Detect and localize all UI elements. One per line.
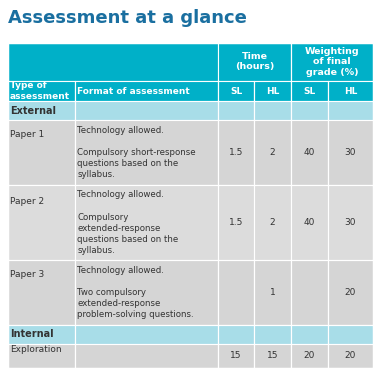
Bar [218,260,254,325]
Bar [291,102,328,121]
Bar [291,260,328,325]
Text: Technology allowed.

Compulsory short-response
questions based on the
syllabus.: Technology allowed. Compulsory short-res… [77,126,196,179]
Text: Assessment at a glance: Assessment at a glance [8,9,247,27]
Text: Type of
assessment: Type of assessment [10,81,70,101]
Text: 40: 40 [303,148,315,157]
Text: HL: HL [344,87,357,96]
Bar [218,325,254,344]
Bar [8,81,75,102]
Bar [291,344,328,368]
Bar [218,43,291,81]
Text: Weighting
of final
grade (%): Weighting of final grade (%) [305,47,359,77]
Bar [291,81,328,102]
Bar [291,325,328,344]
Text: Format of assessment: Format of assessment [77,87,190,96]
Bar [254,185,291,260]
Bar [328,185,373,260]
Text: SL: SL [303,87,315,96]
Text: 20: 20 [303,352,315,360]
Bar [254,102,291,121]
Text: 30: 30 [345,218,356,227]
Text: 2: 2 [270,148,276,157]
Bar [291,121,328,185]
Bar [218,185,254,260]
Bar [328,260,373,325]
Bar [75,121,218,185]
Bar [75,102,218,121]
Text: Technology allowed.

Compulsory
extended-response
questions based on the
syllabu: Technology allowed. Compulsory extended-… [77,190,179,255]
Text: 20: 20 [345,352,356,360]
Bar [218,344,254,368]
Bar [218,81,254,102]
Text: 15: 15 [230,352,242,360]
Bar [254,81,291,102]
Bar [8,43,218,81]
Bar [8,325,75,344]
Bar [75,81,218,102]
Text: Exploration: Exploration [10,344,61,354]
Bar [8,185,75,260]
Bar [328,102,373,121]
Text: 15: 15 [267,352,279,360]
Bar [75,325,218,344]
Text: 40: 40 [303,218,315,227]
Text: Paper 3: Paper 3 [10,270,44,279]
Bar [328,325,373,344]
Bar [8,43,373,368]
Text: SL: SL [230,87,242,96]
Text: External: External [10,106,56,116]
Text: Paper 1: Paper 1 [10,130,44,139]
Bar [291,185,328,260]
Bar [75,344,218,368]
Bar [254,260,291,325]
Text: HL: HL [266,87,279,96]
Bar [8,102,75,121]
Text: Time
(hours): Time (hours) [235,52,274,71]
Bar [8,121,75,185]
Text: 20: 20 [345,288,356,297]
Bar [218,121,254,185]
Text: 1.5: 1.5 [229,218,243,227]
Bar [254,325,291,344]
Text: Internal: Internal [10,329,54,339]
Text: Technology allowed.

Two compulsory
extended-response
problem-solving questions.: Technology allowed. Two compulsory exten… [77,266,194,319]
Text: Paper 2: Paper 2 [10,197,44,206]
Bar [291,43,373,81]
Bar [75,185,218,260]
Text: 1.5: 1.5 [229,148,243,157]
Bar [8,344,75,368]
Text: 1: 1 [270,288,276,297]
Bar [328,344,373,368]
Bar [328,121,373,185]
Text: 30: 30 [345,148,356,157]
Bar [254,344,291,368]
Bar [254,121,291,185]
Bar [8,260,75,325]
Bar [328,81,373,102]
Text: 2: 2 [270,218,276,227]
Bar [75,260,218,325]
Bar [218,102,254,121]
